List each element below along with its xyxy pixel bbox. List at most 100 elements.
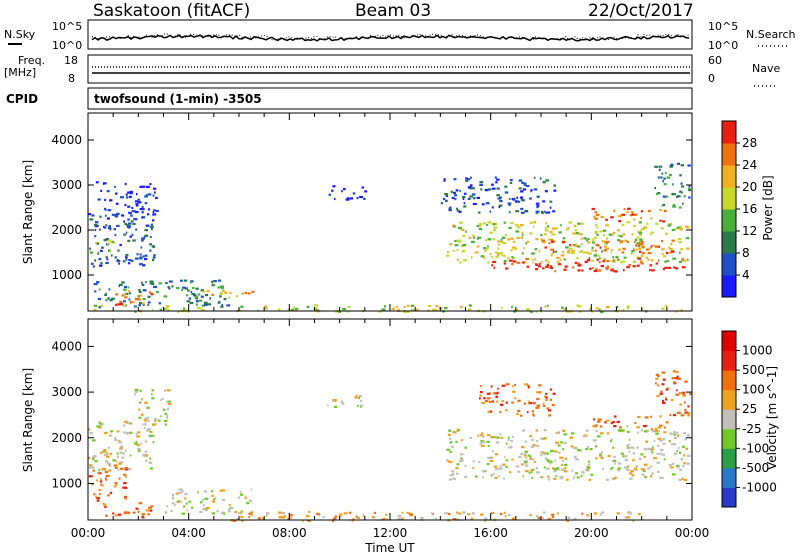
echo-cell [95,181,99,184]
echo-cell [168,287,171,290]
echo-cell [477,237,479,240]
echo-cell [486,397,491,400]
echo-cell [641,241,644,244]
echo-cell [599,453,602,456]
echo-cell [640,262,644,265]
echo-cell [522,475,525,478]
colorbar-tick-label: 28 [742,136,757,150]
echo-cell [148,506,152,509]
echo-cell [127,205,131,208]
echo-cell [574,224,577,227]
echo-cell [521,181,525,185]
echo-cell [569,436,574,439]
echo-cell [529,513,532,517]
echo-cell [500,238,503,241]
echo-cell [540,261,543,264]
echo-cell [526,308,530,311]
echo-cell [542,511,546,514]
echo-cell [670,466,674,469]
echo-cell [151,397,155,400]
echo-cell [610,422,613,425]
echo-cell [599,246,602,249]
echo-cell [404,310,408,314]
colorbar-tick-label: 12 [742,224,757,238]
echo-cell [586,259,591,262]
echo-cell [573,517,577,521]
echo-cell [557,512,559,515]
echo-cell [177,491,179,494]
echo-cell [203,301,208,304]
echo-cell [197,491,199,494]
echo-cell [211,512,215,515]
echo-cell [684,380,688,383]
echo-cell [403,310,406,313]
echo-cell [634,240,636,243]
echo-cell [98,488,101,491]
echo-cell [595,243,598,246]
echo-cell [580,237,583,240]
echo-cell [612,231,616,234]
echo-cell [486,462,490,466]
echo-cell [662,378,666,381]
echo-cell [686,454,691,457]
echo-cell [103,449,107,452]
echo-cell [532,468,535,471]
echo-cell [661,248,665,251]
echo-cell [523,460,528,463]
echo-cell [540,454,543,457]
echo-cell [529,435,532,438]
echo-cell [221,489,226,492]
echo-cell [673,430,676,434]
echo-cell [529,457,532,460]
echo-cell [672,203,676,207]
echo-cell [619,426,623,429]
echo-cell [120,196,124,199]
echo-cell [94,225,99,228]
echo-cell [594,445,598,448]
echo-cell [549,398,552,401]
echo-cell [487,188,492,191]
echo-cell [487,238,492,241]
echo-cell [535,310,538,313]
echo-cell [141,281,143,284]
echo-cell [669,248,673,251]
echo-cell [667,266,671,269]
echo-cell [647,258,650,261]
echo-cell [462,234,466,237]
echo-cell [624,239,628,242]
echo-cell [661,252,664,255]
echo-cell [542,181,546,184]
echo-cell [526,411,529,414]
echo-cell [142,303,145,306]
echo-cell [480,444,485,447]
echo-cell [512,260,517,263]
echo-cell [564,265,567,268]
echo-cell [532,444,536,447]
echo-cell [524,450,528,453]
noise-tick-right-high: 10^5 [708,20,738,33]
echo-cell [531,410,534,413]
echo-cell [103,453,108,456]
echo-cell [221,287,224,290]
echo-cell [573,455,577,458]
echo-cell [590,473,594,476]
echo-cell [123,420,128,423]
echo-cell [548,242,551,245]
echo-cell [200,295,204,298]
echo-cell [115,212,120,215]
echo-cell [105,261,109,265]
echo-cell [679,468,683,471]
echo-cell [91,483,94,486]
echo-cell [125,254,129,257]
echo-cell [493,266,496,269]
beam-title: Beam 03 [355,1,431,21]
echo-cell [143,216,146,219]
echo-cell [125,497,127,500]
echo-cell [601,511,605,514]
echo-cell [185,502,188,505]
echo-cell [602,260,606,263]
echo-cell [593,418,595,421]
echo-cell [549,388,553,391]
